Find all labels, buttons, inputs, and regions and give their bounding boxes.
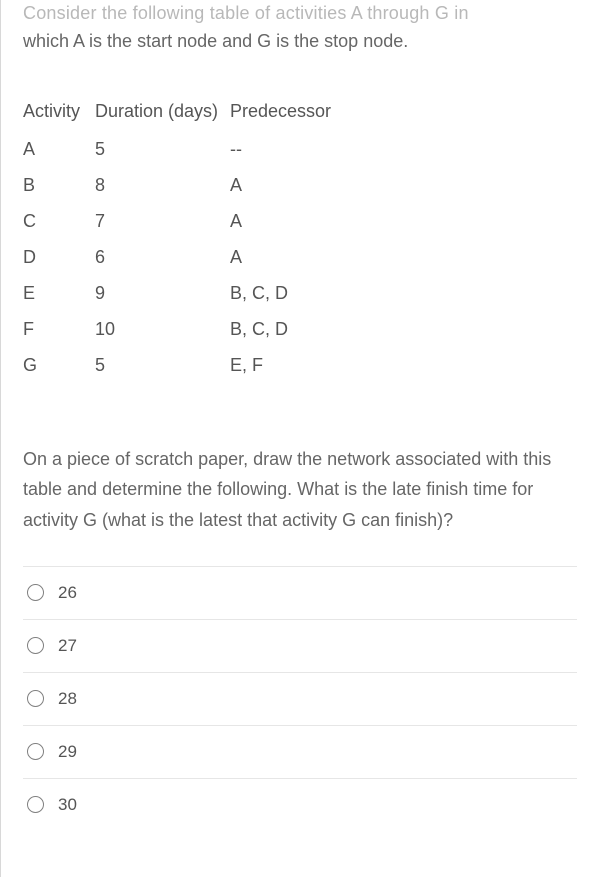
table-row: A5-- (23, 140, 577, 158)
cell-activity: B (23, 176, 95, 194)
radio-icon (27, 637, 44, 654)
intro-text: Consider the following table of activiti… (23, 0, 577, 56)
table-row: E9B, C, D (23, 284, 577, 302)
answer-option[interactable]: 29 (23, 725, 577, 778)
answer-option[interactable]: 30 (23, 778, 577, 831)
cell-activity: C (23, 212, 95, 230)
cell-duration: 6 (95, 248, 230, 266)
radio-icon (27, 584, 44, 601)
answer-options: 26 27 28 29 30 (23, 566, 577, 831)
cell-predecessor: E, F (230, 356, 577, 374)
option-label: 30 (58, 795, 77, 815)
cell-duration: 9 (95, 284, 230, 302)
cell-activity: A (23, 140, 95, 158)
cell-predecessor: -- (230, 140, 577, 158)
header-predecessor: Predecessor (230, 102, 577, 120)
option-label: 26 (58, 583, 77, 603)
option-label: 28 (58, 689, 77, 709)
cell-activity: D (23, 248, 95, 266)
activity-table: ActivityDuration (days)Predecessor A5--B… (23, 102, 577, 374)
header-duration: Duration (days) (95, 102, 230, 120)
cell-predecessor: A (230, 248, 577, 266)
table-row: D6A (23, 248, 577, 266)
option-label: 29 (58, 742, 77, 762)
radio-icon (27, 690, 44, 707)
answer-option[interactable]: 28 (23, 672, 577, 725)
cell-duration: 5 (95, 140, 230, 158)
cell-predecessor: B, C, D (230, 284, 577, 302)
question-page: Consider the following table of activiti… (0, 0, 599, 877)
radio-icon (27, 743, 44, 760)
table-row: C7A (23, 212, 577, 230)
answer-option[interactable]: 26 (23, 566, 577, 619)
cell-duration: 8 (95, 176, 230, 194)
intro-line-1: Consider the following table of activiti… (23, 3, 469, 23)
table-row: B8A (23, 176, 577, 194)
intro-line-2: which A is the start node and G is the s… (23, 31, 408, 51)
cell-activity: E (23, 284, 95, 302)
cell-activity: F (23, 320, 95, 338)
table-row: F10B, C, D (23, 320, 577, 338)
cell-activity: G (23, 356, 95, 374)
header-activity: Activity (23, 102, 95, 120)
cell-predecessor: A (230, 212, 577, 230)
option-label: 27 (58, 636, 77, 656)
cell-duration: 5 (95, 356, 230, 374)
cell-duration: 7 (95, 212, 230, 230)
cell-predecessor: B, C, D (230, 320, 577, 338)
table-row: G5E, F (23, 356, 577, 374)
cell-duration: 10 (95, 320, 230, 338)
question-text: On a piece of scratch paper, draw the ne… (23, 444, 577, 536)
table-header-row: ActivityDuration (days)Predecessor (23, 102, 577, 120)
radio-icon (27, 796, 44, 813)
answer-option[interactable]: 27 (23, 619, 577, 672)
cell-predecessor: A (230, 176, 577, 194)
